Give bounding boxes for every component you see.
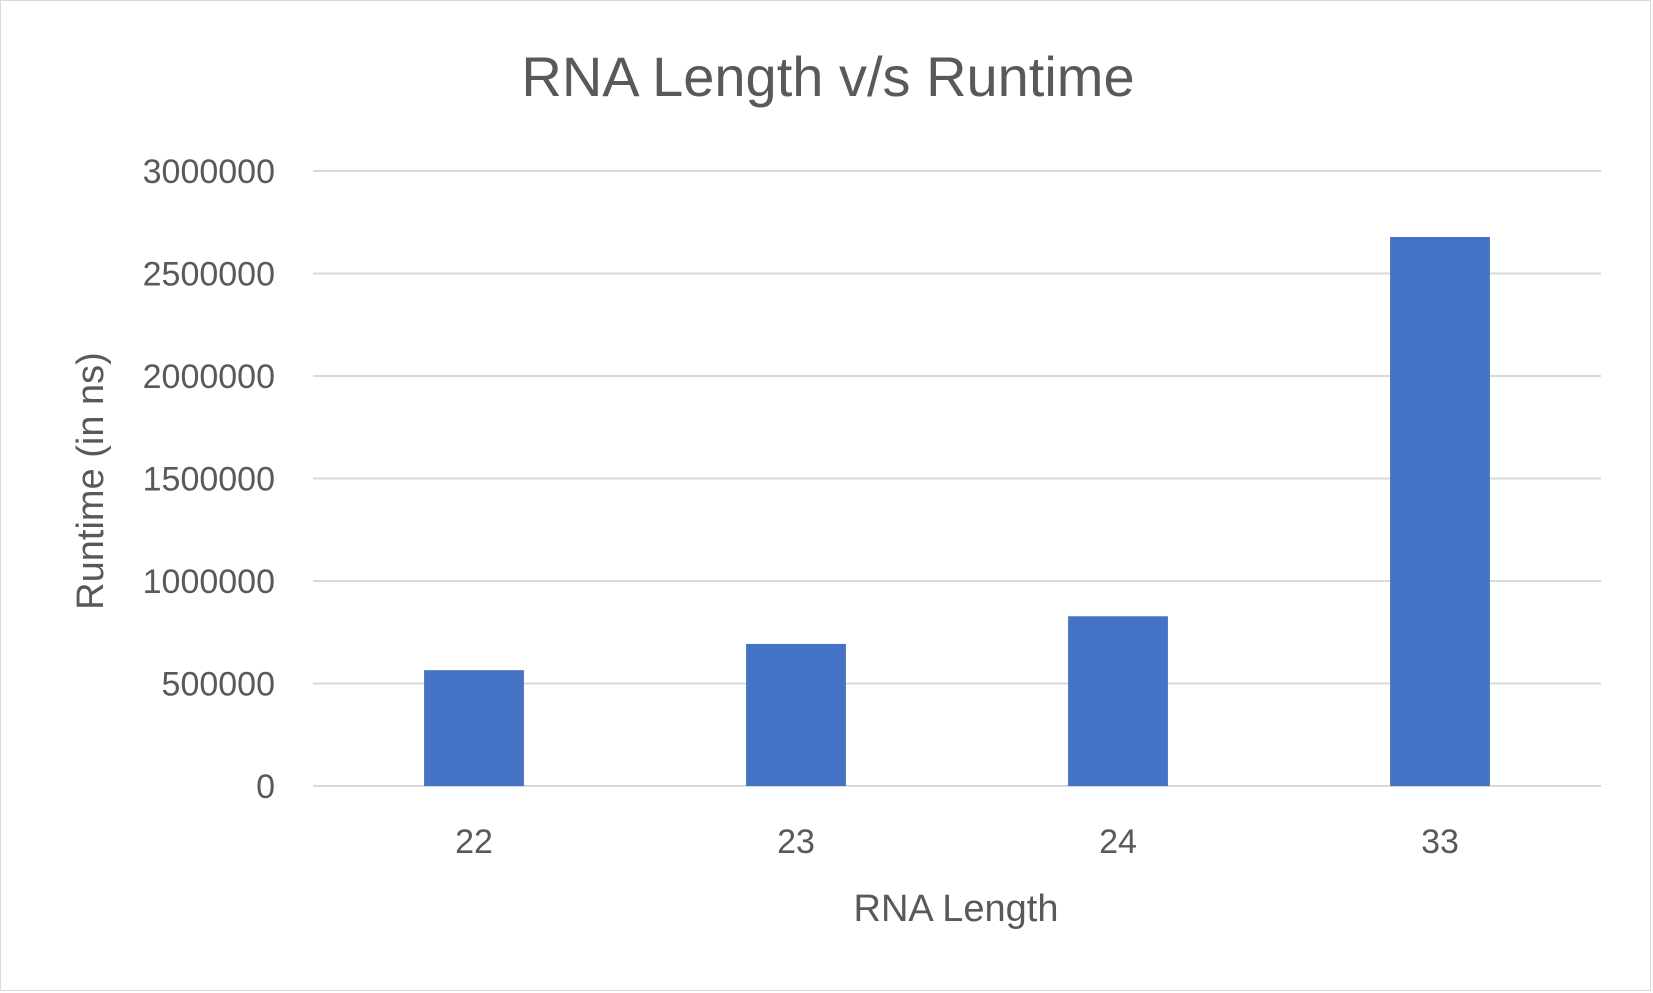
x-tick-label: 24 (1099, 823, 1137, 861)
x-tick-label: 23 (777, 823, 815, 861)
bar-33 (1390, 237, 1490, 786)
y-tick-label: 3000000 (143, 153, 275, 191)
bar-23 (746, 643, 846, 786)
y-tick-label: 500000 (162, 666, 275, 704)
y-tick-label: 1000000 (143, 563, 275, 601)
y-axis-label: Runtime (in ns) (70, 352, 112, 610)
x-axis-label: RNA Length (854, 888, 1059, 930)
y-tick-label: 0 (256, 768, 275, 806)
bar-22 (424, 670, 524, 786)
y-tick-label: 1500000 (143, 461, 275, 499)
chart-title: RNA Length v/s Runtime (521, 45, 1134, 108)
bar-24 (1068, 616, 1168, 786)
x-tick-label: 33 (1421, 823, 1459, 861)
gridlines (313, 170, 1601, 787)
y-tick-label: 2000000 (143, 358, 275, 396)
y-tick-label: 2500000 (143, 256, 275, 294)
bars (424, 237, 1490, 786)
y-axis-ticks: 0 500000 1000000 1500000 2000000 2500000 30000… (143, 153, 275, 806)
x-tick-label: 22 (455, 823, 493, 861)
x-axis-ticks: 22 23 24 33 (455, 823, 1459, 861)
